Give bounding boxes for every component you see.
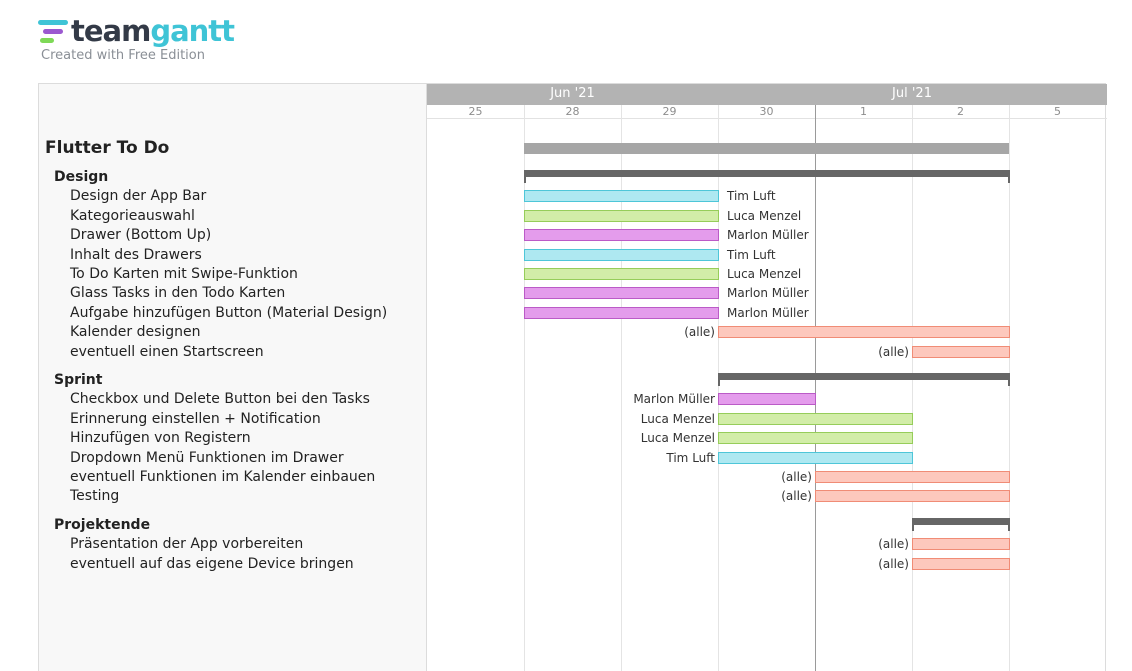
task-name: Hinzufügen von Registern bbox=[70, 430, 251, 447]
group-label: Projektende bbox=[54, 516, 151, 533]
group-bar-body bbox=[718, 373, 1010, 380]
task-bar bbox=[718, 393, 816, 406]
assignee-label: Marlon Müller bbox=[727, 305, 809, 320]
group-bar-body bbox=[912, 517, 1010, 525]
group-summary-bar bbox=[524, 170, 1010, 183]
task-name: Glass Tasks in den Todo Karten bbox=[70, 285, 286, 302]
day-label: 25 bbox=[468, 105, 483, 118]
group-summary-bar bbox=[912, 517, 1010, 531]
task-name: Checkbox und Delete Button bei den Tasks bbox=[70, 391, 370, 408]
task-bar bbox=[912, 557, 1010, 570]
assignee-label: Luca Menzel bbox=[640, 431, 715, 446]
assignee-label: Luca Menzel bbox=[727, 208, 802, 223]
group-bar-cap-right bbox=[1008, 373, 1010, 386]
task-bar bbox=[524, 287, 719, 300]
logo-wordmark-part2: gantt bbox=[150, 14, 235, 48]
group-bar-cap-left bbox=[718, 373, 720, 386]
day-label: 28 bbox=[565, 105, 580, 118]
task-name: eventuell einen Startscreen bbox=[70, 343, 264, 360]
task-bar bbox=[912, 345, 1010, 358]
group-bar-body bbox=[524, 170, 1010, 177]
group-label: Sprint bbox=[54, 372, 103, 388]
assignee-label: (alle) bbox=[684, 325, 715, 340]
timeline-pane: Jun '21 Jul '21 25 28 29 30 1 2 5 Tim Luft Luca … bbox=[427, 84, 1107, 671]
task-name: Dropdown Menü Funktionen im Drawer bbox=[70, 449, 344, 466]
gantt-chart: Flutter To Do Design Design der App Bar Kat… bbox=[38, 83, 1107, 671]
task-name: Inhalt des Drawers bbox=[70, 246, 202, 263]
logo-wordmark-part1: team bbox=[71, 14, 151, 48]
task-bar bbox=[815, 490, 1010, 503]
month-header: Jun '21 Jul '21 bbox=[427, 84, 1107, 105]
assignee-label: Marlon Müller bbox=[633, 392, 715, 407]
day-gridline bbox=[524, 105, 525, 671]
task-name: Design der App Bar bbox=[70, 188, 207, 205]
logo-wordmark: teamgantt bbox=[71, 14, 235, 48]
day-gridline bbox=[1009, 105, 1010, 671]
assignee-label: (alle) bbox=[878, 537, 909, 552]
day-label: 1 bbox=[860, 105, 867, 118]
task-name: Testing bbox=[70, 488, 120, 505]
task-bar bbox=[912, 538, 1010, 551]
task-bar bbox=[718, 412, 913, 425]
day-label: 2 bbox=[957, 105, 964, 118]
assignee-label: Tim Luft bbox=[727, 189, 776, 204]
group-summary-bar bbox=[718, 373, 1010, 386]
month-label: Jun '21 bbox=[550, 86, 595, 101]
task-name: Kategorieauswahl bbox=[70, 207, 195, 224]
assignee-label: Luca Menzel bbox=[640, 411, 715, 426]
task-name: Präsentation der App vorbereiten bbox=[70, 536, 304, 553]
task-bar bbox=[718, 451, 913, 464]
task-name: eventuell auf das eigene Device bringen bbox=[70, 555, 354, 572]
group-label: Design bbox=[54, 169, 109, 185]
task-name: To Do Karten mit Swipe-Funktion bbox=[70, 266, 298, 282]
assignee-label: (alle) bbox=[781, 489, 812, 504]
group-bar-cap-right bbox=[1008, 517, 1010, 531]
task-bar bbox=[718, 326, 1010, 339]
assignee-label: (alle) bbox=[878, 344, 909, 359]
task-bar bbox=[524, 190, 719, 203]
task-bar bbox=[524, 268, 719, 280]
assignee-label: Tim Luft bbox=[666, 450, 715, 465]
group-bar-cap-left bbox=[524, 170, 526, 183]
task-name: Aufgabe hinzufügen Button (Material Desi… bbox=[70, 304, 388, 321]
assignee-label: Marlon Müller bbox=[727, 286, 809, 301]
task-bar bbox=[524, 248, 719, 261]
assignee-label: Marlon Müller bbox=[727, 228, 809, 243]
project-title: Flutter To Do bbox=[45, 138, 170, 158]
assignee-label: (alle) bbox=[878, 556, 909, 571]
day-gridline bbox=[621, 105, 622, 671]
day-gridline bbox=[718, 105, 719, 671]
task-name: Kalender designen bbox=[70, 324, 201, 341]
project-bar bbox=[524, 143, 1009, 154]
day-label: 29 bbox=[662, 105, 677, 118]
assignee-label: Tim Luft bbox=[727, 247, 776, 262]
task-bar bbox=[718, 432, 913, 445]
task-name: eventuell Funktionen im Kalender einbaue… bbox=[70, 469, 376, 485]
day-label: 30 bbox=[759, 105, 774, 118]
group-bar-cap-right bbox=[1008, 170, 1010, 183]
task-bar bbox=[524, 229, 719, 242]
assignee-label: (alle) bbox=[781, 470, 812, 484]
task-bar bbox=[524, 306, 719, 319]
group-bar-cap-left bbox=[912, 517, 914, 531]
task-bar bbox=[815, 471, 1010, 483]
task-bar bbox=[524, 209, 719, 222]
day-gridline bbox=[912, 105, 913, 671]
task-list-pane: Flutter To Do Design Design der App Bar Kat… bbox=[39, 84, 427, 671]
logo-subtitle: Created with Free Edition bbox=[41, 48, 205, 63]
teamgantt-logo: teamgantt Created with Free Edition bbox=[38, 14, 238, 66]
teamgantt-logo-icon bbox=[38, 20, 68, 44]
assignee-label: Luca Menzel bbox=[727, 267, 802, 281]
task-name: Erinnerung einstellen + Notification bbox=[70, 410, 321, 427]
day-label: 5 bbox=[1054, 105, 1061, 118]
today-line bbox=[815, 105, 816, 671]
day-header: 25 28 29 30 1 2 5 bbox=[427, 105, 1107, 119]
task-name: Drawer (Bottom Up) bbox=[70, 227, 212, 244]
month-label: Jul '21 bbox=[892, 86, 932, 101]
